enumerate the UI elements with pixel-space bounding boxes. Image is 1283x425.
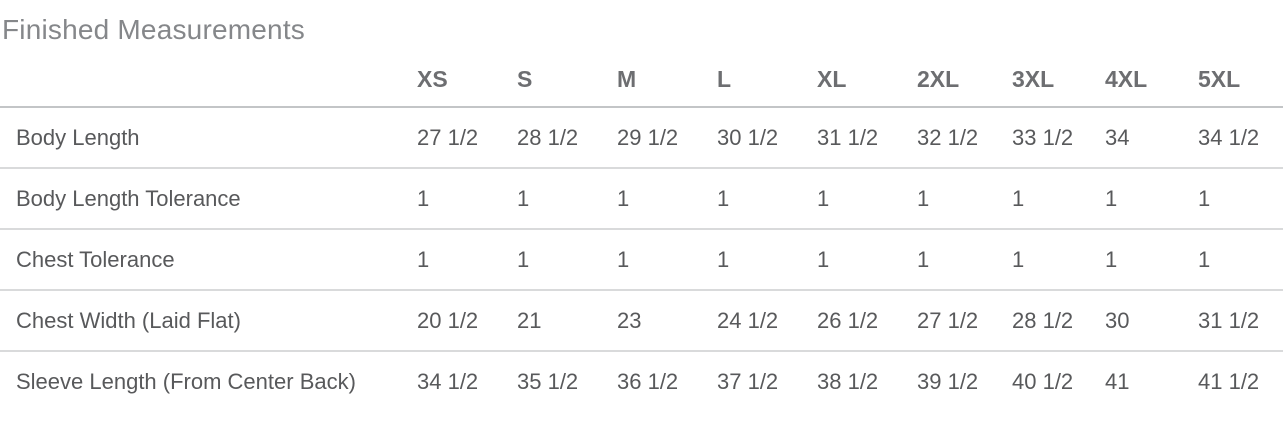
measurement-cell: 21	[517, 290, 617, 352]
measurement-cell: 23	[617, 290, 717, 352]
measurement-cell: 32 1/2	[917, 107, 1012, 169]
size-column-header-s: S	[517, 48, 617, 108]
measurement-cell: 36 1/2	[617, 369, 679, 394]
measurement-cell: 30	[1105, 290, 1198, 352]
measurement-cell: 1	[817, 168, 917, 230]
measurement-cell: 29 1/2	[617, 107, 717, 169]
measurement-cell: 31 1/2	[817, 107, 917, 169]
row-label: Chest Tolerance	[0, 229, 417, 291]
measurement-cell: 1	[617, 168, 717, 230]
measurement-cell: 1	[1012, 229, 1105, 291]
measurement-cell: 34 1/2	[1198, 107, 1283, 169]
row-label: Body Length Tolerance	[0, 168, 417, 230]
size-column-header-l: L	[717, 48, 817, 108]
measurement-cell: 34 1/2	[417, 369, 479, 394]
measurement-cell: 1	[717, 168, 817, 230]
measurement-cell: 28 1/2	[1012, 290, 1105, 352]
measurement-cell: 24 1/2	[717, 290, 817, 352]
measurement-cell: 1	[1198, 229, 1283, 291]
table-row-chest-tolerance: Chest Tolerance 1 1 1 1 1 1 1 1 1	[0, 229, 1283, 291]
measurement-cell: 1	[717, 229, 817, 291]
measurement-cell: 28 1/2	[517, 107, 617, 169]
measurement-cell: 1	[817, 229, 917, 291]
table-row-sleeve-length: Sleeve Length (From Center Back) 34 1/2 …	[0, 351, 1283, 412]
measurement-cell: 1	[417, 229, 517, 291]
size-column-header-2xl: 2XL	[917, 48, 1012, 108]
size-chart-table: XS S M L XL 2XL 3XL 4XL 5XL Body Length …	[0, 48, 1283, 412]
measurement-cell: 1	[917, 168, 1012, 230]
measurement-cell: 41 1/2	[1198, 369, 1260, 394]
row-label: Chest Width (Laid Flat)	[0, 290, 417, 352]
size-column-header-3xl: 3XL	[1012, 48, 1105, 108]
measurement-cell: 27 1/2	[417, 107, 517, 169]
measurement-cell: 26 1/2	[817, 290, 917, 352]
measurement-cell: 1	[517, 229, 617, 291]
measurement-cell: 1	[1198, 168, 1283, 230]
table-row-chest-width: Chest Width (Laid Flat) 20 1/2 21 23 24 …	[0, 290, 1283, 352]
measurement-cell: 1	[517, 168, 617, 230]
measurement-cell: 31 1/2	[1198, 290, 1283, 352]
measurement-cell: 1	[1105, 229, 1198, 291]
measurement-cell: 1	[1105, 168, 1198, 230]
measurement-cell: 27 1/2	[917, 290, 1012, 352]
page-title: Finished Measurements	[2, 14, 305, 45]
measurement-cell: 37 1/2	[717, 369, 779, 394]
size-column-header-4xl: 4XL	[1105, 48, 1198, 108]
measurement-cell: 41	[1105, 369, 1130, 394]
size-column-header-5xl: 5XL	[1198, 48, 1283, 108]
size-column-header-m: M	[617, 48, 717, 108]
measurement-cell: 38 1/2	[817, 369, 879, 394]
size-header-row: XS S M L XL 2XL 3XL 4XL 5XL	[0, 48, 1283, 108]
table-row-body-length-tolerance: Body Length Tolerance 1 1 1 1 1 1 1 1 1	[0, 168, 1283, 230]
measurement-cell: 20 1/2	[417, 290, 517, 352]
measurement-cell: 1	[417, 168, 517, 230]
measurement-cell: 1	[1012, 168, 1105, 230]
measurement-cell: 35 1/2	[517, 369, 579, 394]
measurement-cell: 1	[917, 229, 1012, 291]
row-label: Sleeve Length (From Center Back)	[16, 369, 356, 394]
corner-cell	[0, 48, 417, 108]
measurement-cell: 30 1/2	[717, 107, 817, 169]
measurement-cell: 1	[617, 229, 717, 291]
measurement-cell: 34	[1105, 107, 1198, 169]
measurement-cell: 40 1/2	[1012, 369, 1074, 394]
size-column-header-xs: XS	[417, 48, 517, 108]
measurement-cell: 33 1/2	[1012, 107, 1105, 169]
row-label: Body Length	[0, 107, 417, 169]
size-column-header-xl: XL	[817, 48, 917, 108]
table-row-body-length: Body Length 27 1/2 28 1/2 29 1/2 30 1/2 …	[0, 107, 1283, 169]
measurement-cell: 39 1/2	[917, 369, 979, 394]
